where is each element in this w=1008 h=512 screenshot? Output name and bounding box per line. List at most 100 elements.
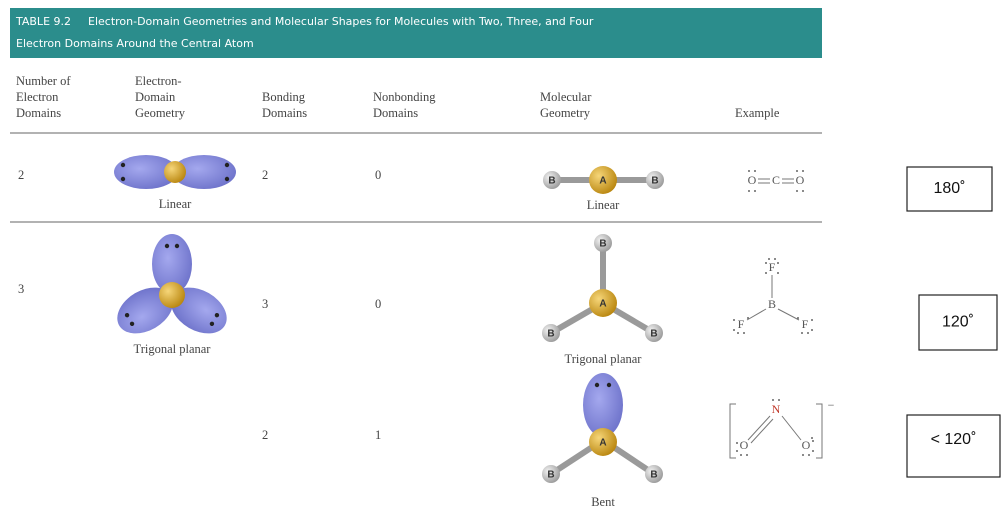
lobe-group	[171, 287, 227, 334]
terminal-atom	[543, 171, 561, 189]
example-bond	[781, 415, 802, 441]
orbital-lobe	[583, 373, 623, 437]
geometry-caption: Linear	[587, 198, 620, 212]
lone-pair-dot	[743, 332, 745, 334]
central-atom	[589, 428, 617, 456]
lobe-group	[152, 234, 192, 294]
lone-pair-dot	[796, 190, 798, 192]
example-bond	[750, 418, 774, 444]
example-atom: F	[769, 260, 776, 274]
lone-pair-dot	[765, 262, 767, 264]
atom-label: A	[599, 299, 606, 310]
cell-electron-domains: 3	[18, 282, 24, 296]
lone-pair-dot	[765, 272, 767, 274]
lone-pair-dot	[801, 332, 803, 334]
terminal-atom	[594, 234, 612, 252]
charge: −	[828, 398, 835, 412]
atom-label: B	[650, 329, 657, 340]
column-header: Electron-	[135, 74, 182, 88]
lone-pair-dot	[214, 312, 220, 318]
lone-pair-dot	[802, 190, 804, 192]
lone-pair-dot	[736, 450, 738, 452]
atom-label: B	[599, 239, 606, 250]
column-header: Geometry	[540, 106, 591, 120]
lone-pair-dot	[777, 262, 779, 264]
lone-pair-dot	[164, 243, 170, 249]
header-bar	[10, 8, 822, 58]
lone-pair-dot	[224, 162, 230, 168]
cell-bonding-domains: 3	[262, 297, 268, 311]
column-header: Number of	[16, 74, 71, 88]
cell-nonbonding-domains: 0	[375, 297, 381, 311]
lone-pair-dot	[811, 437, 813, 439]
lone-pair-dot	[736, 442, 738, 444]
lone-pair-dot	[120, 176, 126, 182]
example-atom: B	[768, 297, 776, 311]
lone-pair-dot	[772, 399, 774, 401]
cell-bonding-domains: 2	[262, 428, 268, 442]
angle-box	[906, 414, 1001, 478]
orbital-lobe	[114, 155, 178, 189]
example-bond	[777, 308, 800, 321]
lone-pair-dot	[174, 243, 180, 249]
example-atom: F	[802, 317, 809, 331]
column-header: Domains	[262, 106, 307, 120]
bond-angle: 180˚	[933, 180, 965, 197]
example-atom: O	[748, 173, 757, 187]
table-title: Electron Domains Around the Central Atom	[16, 37, 254, 50]
bond-angle: < 120˚	[931, 431, 977, 448]
lone-pair-dot	[129, 321, 135, 327]
lone-pair-dot	[802, 454, 804, 456]
lone-pair-dot	[754, 190, 756, 192]
example-atom: F	[738, 317, 745, 331]
lone-pair-dot	[733, 329, 735, 331]
central-atom	[164, 161, 186, 183]
atom-label: B	[548, 176, 555, 187]
lone-pair-dot	[778, 399, 780, 401]
angle-box	[918, 294, 998, 351]
column-header: Example	[735, 106, 780, 120]
example-atom: N	[772, 402, 781, 416]
table-title: Electron-Domain Geometries and Molecular…	[88, 15, 594, 28]
lone-pair-dot	[124, 312, 130, 318]
example-atom: O	[796, 173, 805, 187]
table-label: TABLE 9.2	[15, 15, 71, 28]
lone-pair-dot	[606, 382, 612, 388]
lone-pair-dot	[812, 450, 814, 452]
cell-electron-domains: 2	[18, 168, 24, 182]
terminal-atom	[645, 324, 663, 342]
lone-pair-dot	[797, 317, 799, 319]
terminal-atom	[645, 465, 663, 483]
central-atom	[589, 289, 617, 317]
orbital-lobe	[172, 155, 236, 189]
atom-label: A	[599, 176, 606, 187]
lone-pair-dot	[808, 454, 810, 456]
geometry-caption: Bent	[591, 495, 615, 509]
bond-angle: 120˚	[942, 314, 974, 331]
lone-pair-dot	[777, 272, 779, 274]
lone-pair-dot	[594, 382, 600, 388]
lone-pair-dot	[740, 454, 742, 456]
column-header: Bonding	[262, 90, 306, 104]
cell-nonbonding-domains: 1	[375, 428, 381, 442]
lone-pair-dot	[733, 319, 735, 321]
terminal-atom	[542, 465, 560, 483]
atom-label: B	[650, 470, 657, 481]
atom-label: B	[651, 176, 658, 187]
lone-pair-dot	[768, 258, 770, 260]
column-header: Domain	[135, 90, 176, 104]
lone-pair-dot	[774, 258, 776, 260]
geometry-caption: Trigonal planar	[565, 352, 643, 366]
lone-pair-dot	[748, 190, 750, 192]
bracket	[816, 403, 823, 459]
lone-pair-dot	[754, 170, 756, 172]
column-header: Electron	[16, 90, 59, 104]
lone-pair-dot	[747, 317, 749, 319]
lone-pair-dot	[812, 440, 814, 442]
lone-pair-dot	[811, 329, 813, 331]
lone-pair-dot	[807, 332, 809, 334]
central-atom	[159, 282, 185, 308]
column-header: Domains	[373, 106, 418, 120]
